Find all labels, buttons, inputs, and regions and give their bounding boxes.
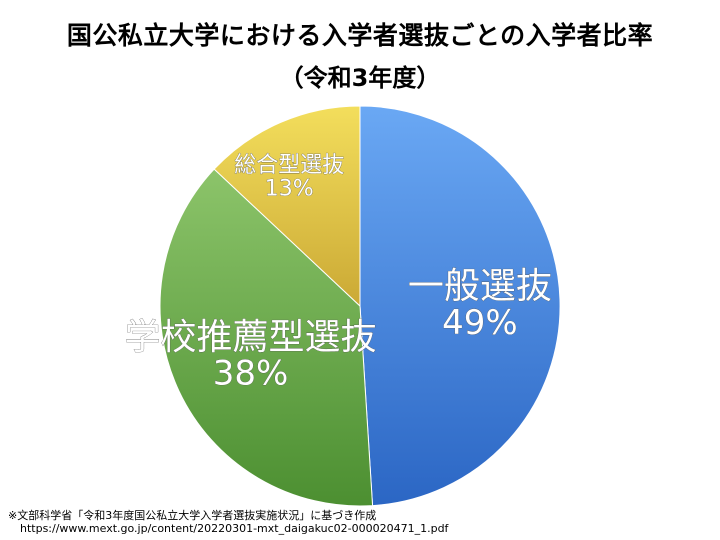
chart-title: 国公私立大学における入学者選抜ごとの入学者比率 (66, 21, 654, 50)
slice-name-label: 一般選抜 (408, 266, 552, 307)
pie-slice (159, 168, 374, 507)
slice-value-label: 13% (265, 176, 314, 201)
slice-value-label: 49% (442, 303, 518, 343)
source-note: ※文部科学省「令和3年度国公私立大学入学者選抜実施状況」に基づき作成 (8, 509, 377, 522)
slice-name-label: 総合型選抜 (234, 153, 344, 178)
pie-slice (213, 105, 361, 308)
source-url: https://www.mext.go.jp/content/20220301-… (20, 522, 449, 535)
pie-slice (359, 105, 561, 507)
slice-name-label: 学校推薦型選抜 (124, 317, 376, 358)
slice-value-label: 38% (213, 354, 289, 394)
chart-subtitle: （令和3年度） (279, 64, 441, 92)
